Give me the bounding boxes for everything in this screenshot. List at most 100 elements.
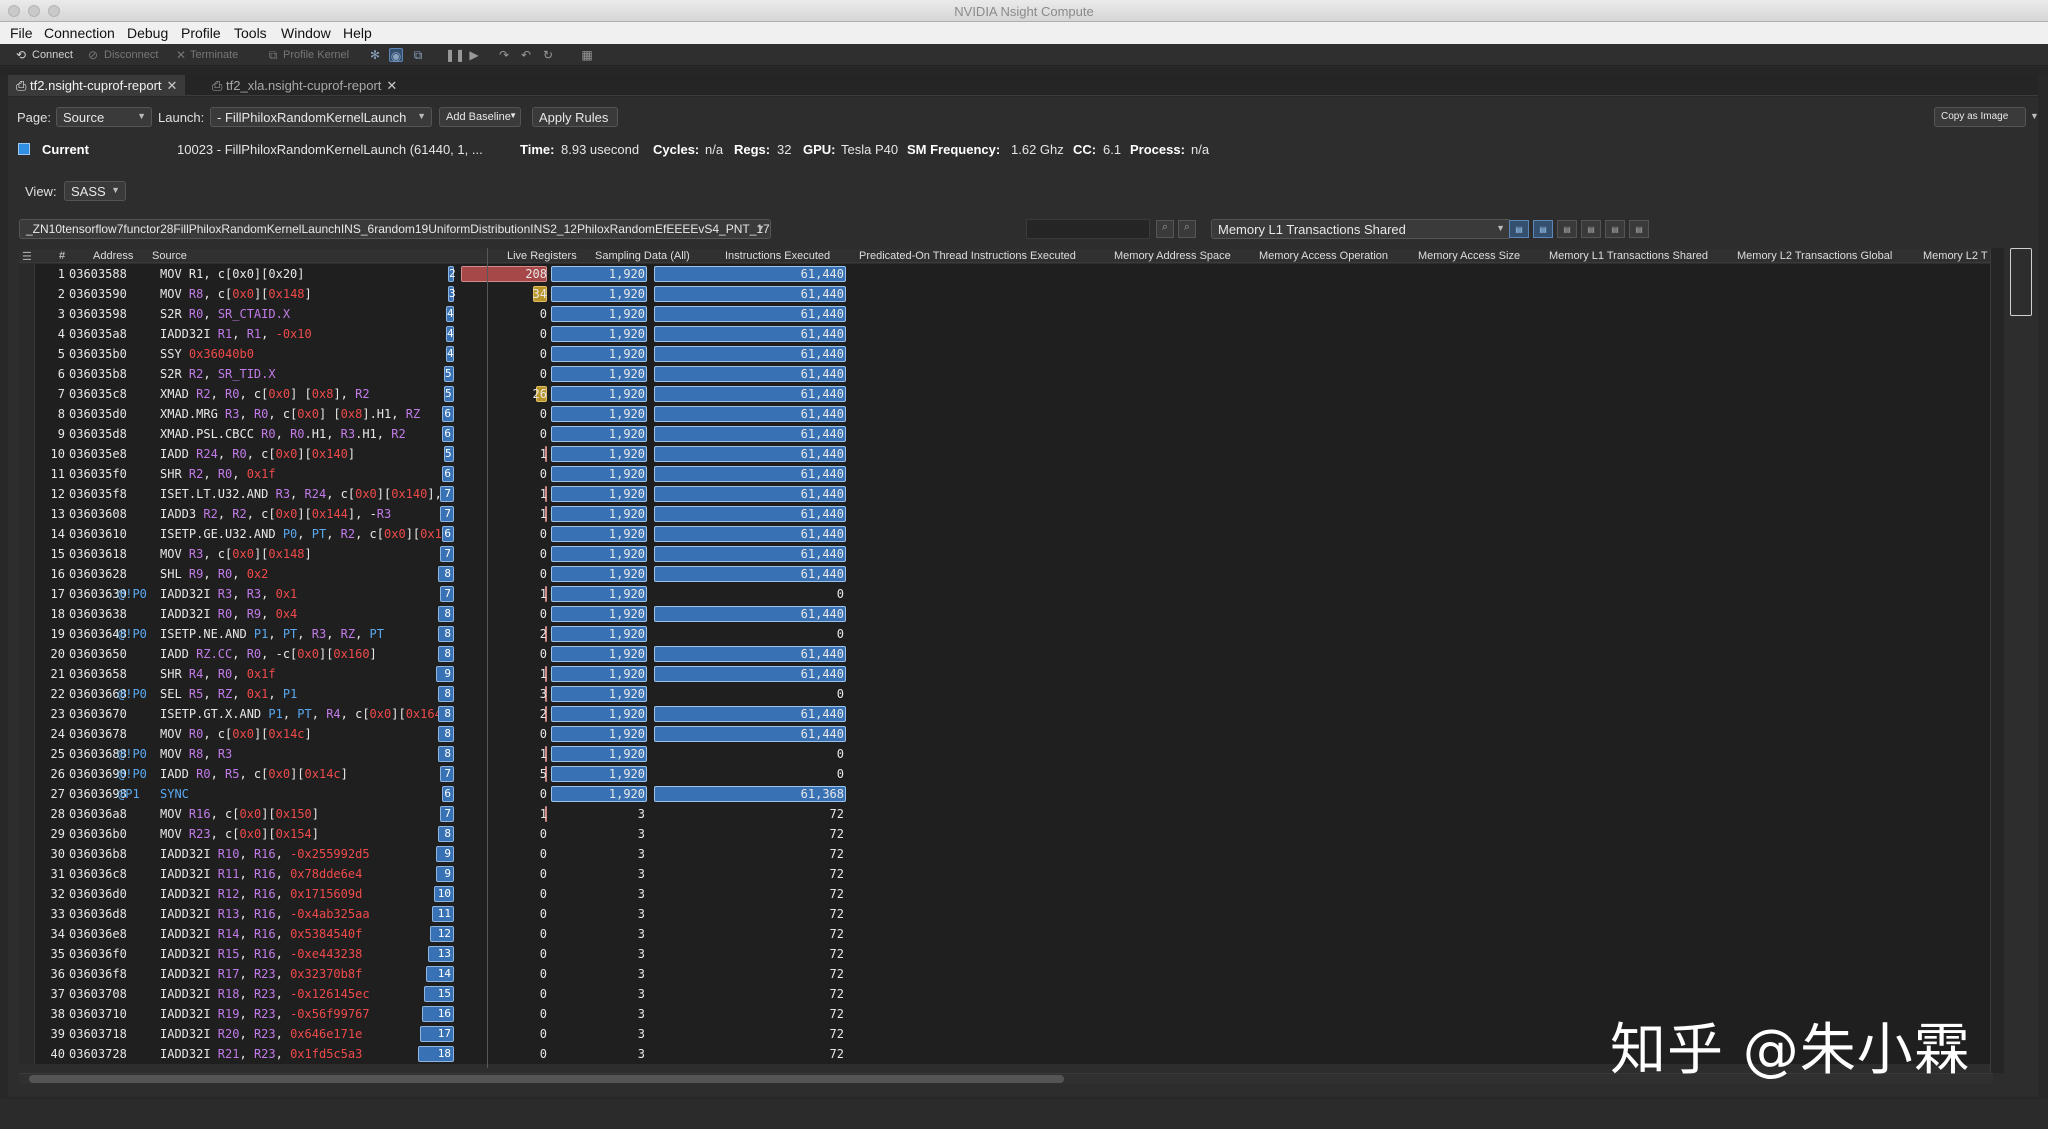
table-row[interactable]: 21 03603658 SHR R4, R0, 0x1f 9 1 1,920 61,440 [19, 664, 1990, 684]
vertical-scrollbar[interactable] [1990, 248, 2004, 1073]
table-row[interactable]: 9 036035d8 XMAD.PSL.CBCC R0, R0.H1, R3.H1,… [19, 424, 1990, 444]
navigate-first-icon[interactable]: ▤ [1509, 220, 1529, 238]
disconnect-button[interactable]: Disconnect [104, 49, 159, 61]
close-icon[interactable]: ✕ [386, 78, 398, 93]
menu-file[interactable]: File [10, 25, 33, 41]
search-next-icon[interactable]: ⌕ [1156, 220, 1174, 238]
table-row[interactable]: 25 03603688 @!P0 MOV R8, R3 8 1 1,920 0 [19, 744, 1990, 764]
table-row[interactable]: 11 036035f0 SHR R2, R0, 0x1f 6 0 1,920 61,440 [19, 464, 1990, 484]
navigate-next-icon[interactable]: ▤ [1605, 220, 1625, 238]
column-header-address[interactable]: Address [93, 250, 134, 262]
menu-debug[interactable]: Debug [127, 25, 169, 41]
table-row[interactable]: 30 036036b8 IADD32I R10, R16, -0x255992d5 9… [19, 844, 1990, 864]
column-header-memory-access-size[interactable]: Memory Access Size [1418, 250, 1521, 262]
table-row[interactable]: 39 03603718 IADD32I R20, R23, 0x646e171e 17… [19, 1024, 1990, 1044]
table-row[interactable]: 3 03603598 S2R R0, SR_CTAID.X 4 0 1,920 61,440 [19, 304, 1990, 324]
resume-icon[interactable]: ▶ [469, 48, 479, 62]
column-menu-icon[interactable]: ☰ [22, 251, 32, 263]
heatmap-minimap[interactable] [2010, 248, 2032, 316]
launch-select[interactable]: - FillPhiloxRandomKernelLaunch ▼ [210, 107, 432, 127]
column-header-predicated-on[interactable]: Predicated-On Thread Instructions Execut… [859, 250, 1076, 262]
table-row[interactable]: 36 036036f8 IADD32I R17, R23, 0x32370b8f 14… [19, 964, 1990, 984]
table-row[interactable]: 31 036036c8 IADD32I R11, R16, 0x78dde6e4 9 0… [19, 864, 1990, 884]
table-row[interactable]: 14 03603610 ISETP.GE.U32.AND P0, PT, R2, c… [19, 524, 1990, 544]
table-row[interactable]: 15 03603618 MOV R3, c[0x0][0x148] 7 0 1,920 61… [19, 544, 1990, 564]
step-icon[interactable]: ↷ [498, 48, 510, 62]
table-row[interactable]: 37 03603708 IADD32I R18, R23, -0x126145ec 1… [19, 984, 1990, 1004]
table-row[interactable]: 40 03603728 IADD32I R21, R23, 0x1fd5c5a3 18… [19, 1044, 1990, 1064]
table-row[interactable]: 1 03603588 MOV R1, c[0x0][0x20] 2 208 1,920 61… [19, 264, 1990, 284]
table-row[interactable]: 20 03603650 IADD RZ.CC, R0, -c[0x0][0x160]… [19, 644, 1990, 664]
table-row[interactable]: 5 036035b0 SSY 0x36040b0 4 0 1,920 61,440 [19, 344, 1990, 364]
table-row[interactable]: 33 036036d8 IADD32I R13, R16, -0x4ab325aa 1… [19, 904, 1990, 924]
menu-window[interactable]: Window [281, 25, 331, 41]
table-row[interactable]: 29 036036b0 MOV R23, c[0x0][0x154] 8 0 3 72 [19, 824, 1990, 844]
terminate-button[interactable]: Terminate [190, 49, 239, 61]
target-icon[interactable]: ◉ [389, 48, 403, 63]
column-header-sampling-data[interactable]: Sampling Data (All) [595, 250, 690, 262]
metric-select[interactable]: Memory L1 Transactions Shared ▼ [1211, 219, 1511, 239]
menu-connection[interactable]: Connection [44, 25, 115, 41]
profile-kernel-button[interactable]: Profile Kernel [283, 49, 350, 61]
page-select[interactable]: Source ▼ [56, 107, 152, 127]
table-row[interactable]: 18 03603638 IADD32I R0, R9, 0x4 8 0 1,920 61,4… [19, 604, 1990, 624]
add-baseline-button[interactable]: Add Baseline ▼ [439, 107, 521, 127]
column-header-memory-l1-shared[interactable]: Memory L1 Transactions Shared [1549, 250, 1708, 262]
horizontal-scrollbar-thumb[interactable] [29, 1075, 1064, 1083]
apply-rules-button[interactable]: Apply Rules [532, 107, 618, 127]
column-header-source[interactable]: Source [152, 250, 187, 262]
navigate-lower-icon[interactable]: ▤ [1557, 220, 1577, 238]
minimize-window-button[interactable] [28, 5, 40, 17]
tab-tf2-report[interactable]: ⎙ tf2.nsight-cuprof-report ✕ [8, 75, 186, 96]
table-row[interactable]: 16 03603628 SHL R9, R0, 0x2 8 0 1,920 61,440 [19, 564, 1990, 584]
refresh-icon[interactable]: ↻ [542, 48, 554, 62]
column-header-memory-l2-global[interactable]: Memory L2 Transactions Global [1737, 250, 1893, 262]
navigate-higher-icon[interactable]: ▤ [1533, 220, 1553, 238]
tab-tf2-xla-report[interactable]: ⎙ tf2_xla.nsight-cuprof-report ✕ [204, 75, 405, 96]
table-row[interactable]: 27 03603698 @P1 SYNC 6 0 1,920 61,368 [19, 784, 1990, 804]
sass-source-table[interactable]: 1 03603588 MOV R1, c[0x0][0x20] 2 208 1,920 61… [19, 264, 1990, 1064]
column-header-memory-address-space[interactable]: Memory Address Space [1114, 250, 1231, 262]
column-header-index[interactable]: # [59, 250, 66, 262]
table-row[interactable]: 35 036036f0 IADD32I R15, R16, -0xe443238 13… [19, 944, 1990, 964]
function-select[interactable]: _ZN10tensorflow7functor28FillPhiloxRando… [19, 219, 771, 239]
table-row[interactable]: 8 036035d0 XMAD.MRG R3, R0, c[0x0] [0x8].H… [19, 404, 1990, 424]
copy-as-image-button[interactable]: Copy as Image [1934, 107, 2026, 127]
navigate-prev-icon[interactable]: ▤ [1629, 220, 1649, 238]
table-row[interactable]: 24 03603678 MOV R0, c[0x0][0x14c] 8 0 1,920 61… [19, 724, 1990, 744]
table-row[interactable]: 34 036036e8 IADD32I R14, R16, 0x5384540f 12… [19, 924, 1990, 944]
api-stream-icon[interactable]: ⧉ [413, 48, 423, 62]
settings-icon[interactable]: ✻ [369, 48, 381, 62]
table-row[interactable]: 23 03603670 ISETP.GT.X.AND P1, PT, R4, c[0… [19, 704, 1990, 724]
menu-profile[interactable]: Profile [181, 25, 221, 41]
chevron-down-icon[interactable]: ▼ [2030, 111, 2039, 121]
connect-button[interactable]: Connect [32, 49, 73, 61]
table-row[interactable]: 13 03603608 IADD3 R2, R2, c[0x0][0x144], -… [19, 504, 1990, 524]
horizontal-scrollbar[interactable] [19, 1073, 1993, 1084]
search-input[interactable] [1026, 219, 1150, 239]
options-icon[interactable]: ▦ [581, 48, 593, 62]
step-back-icon[interactable]: ↶ [520, 48, 532, 62]
table-row[interactable]: 28 036036a8 MOV R16, c[0x0][0x150] 7 1 3 72 [19, 804, 1990, 824]
table-row[interactable]: 4 036035a8 IADD32I R1, R1, -0x10 4 0 1,920 61,… [19, 324, 1990, 344]
view-select[interactable]: SASS ▼ [64, 181, 126, 201]
table-row[interactable]: 17 03603630 @!P0 IADD32I R3, R3, 0x1 7 1 1,920… [19, 584, 1990, 604]
navigate-last-icon[interactable]: ▤ [1581, 220, 1601, 238]
table-row[interactable]: 22 03603668 @!P0 SEL R5, RZ, 0x1, P1 8 3 1,920… [19, 684, 1990, 704]
close-window-button[interactable] [8, 5, 20, 17]
column-header-instructions-executed[interactable]: Instructions Executed [725, 250, 831, 262]
table-row[interactable]: 6 036035b8 S2R R2, SR_TID.X 5 0 1,920 61,440 [19, 364, 1990, 384]
column-header-memory-l2-truncated[interactable]: Memory L2 T [1923, 250, 1988, 262]
table-row[interactable]: 32 036036d0 IADD32I R12, R16, 0x1715609d 10… [19, 884, 1990, 904]
table-row[interactable]: 19 03603648 @!P0 ISETP.NE.AND P1, PT, R3, R… [19, 624, 1990, 644]
close-icon[interactable]: ✕ [166, 78, 178, 93]
menu-tools[interactable]: Tools [234, 25, 267, 41]
menu-help[interactable]: Help [343, 25, 372, 41]
table-row[interactable]: 12 036035f8 ISET.LT.U32.AND R3, R24, c[0x0… [19, 484, 1990, 504]
pause-icon[interactable]: ❚❚ [445, 48, 466, 62]
table-row[interactable]: 26 03603690 @!P0 IADD R0, R5, c[0x0][0x14c]… [19, 764, 1990, 784]
table-row[interactable]: 7 036035c8 XMAD R2, R0, c[0x0] [0x8], R2 5 2… [19, 384, 1990, 404]
table-row[interactable]: 2 03603590 MOV R8, c[0x0][0x148] 3 34 1,920 61… [19, 284, 1990, 304]
table-row[interactable]: 10 036035e8 IADD R24, R0, c[0x0][0x140] 5 1 1… [19, 444, 1990, 464]
zoom-window-button[interactable] [48, 5, 60, 17]
